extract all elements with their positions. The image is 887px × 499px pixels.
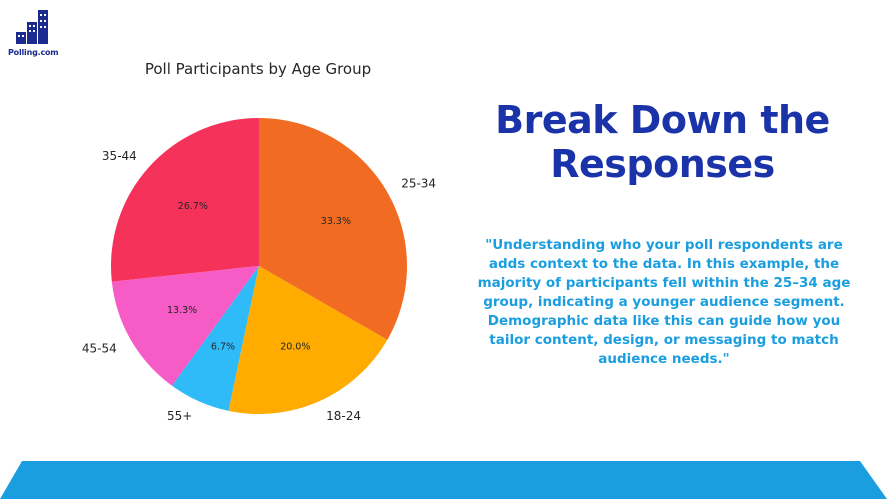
bottom-band [0,461,887,499]
brand-name: Polling.com [8,48,59,57]
pie-category-label: 55+ [167,409,192,423]
pie-slice-35-44 [110,118,259,282]
pie-category-label: 45-54 [82,341,117,355]
pie-slice-45-54 [111,266,259,386]
pie-pct-label: 6.7% [211,342,235,353]
pie-slice-25-34 [259,118,408,340]
polling-logo: Polling.com [8,8,60,58]
bar-chart-logo-icon [16,10,48,44]
pie-category-label: 18-24 [326,409,361,423]
quote-text: "Understanding who your poll respondents… [477,237,851,367]
pie-slice-18-24 [228,266,388,415]
pie-pct-label: 13.3% [167,305,197,316]
pie-category-label: 35-44 [102,149,137,163]
pie-slice-55+ [172,266,259,411]
pie-pct-label: 20.0% [280,342,310,353]
pie-category-label: 25-34 [401,177,436,191]
chart-title: Poll Participants by Age Group [144,60,372,78]
pie-pct-label: 33.3% [321,216,351,227]
headline: Break Down the Responses [495,98,830,186]
pie-pct-label: 26.7% [178,201,208,212]
